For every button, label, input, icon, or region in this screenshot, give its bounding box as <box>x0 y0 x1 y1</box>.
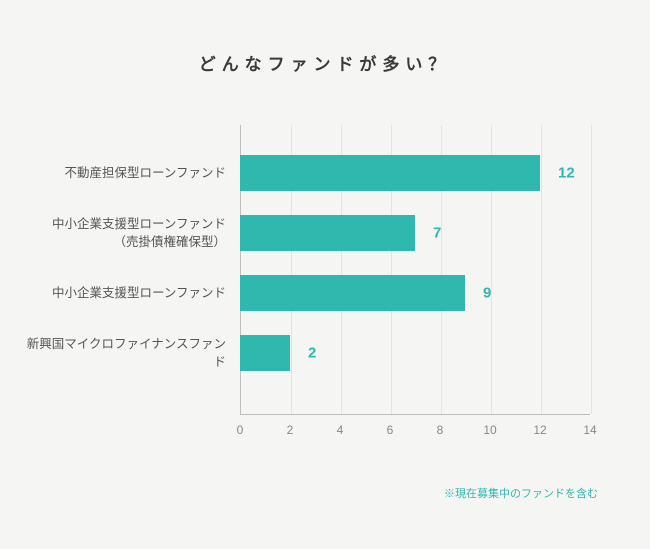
x-axis-label: 4 <box>337 423 344 437</box>
x-axis-label: 12 <box>533 423 546 437</box>
chart-row: 不動産担保型ローンファンド12 <box>60 155 600 191</box>
category-label: 中小企業支援型ローンファンド（売掛債権確保型） <box>26 215 226 251</box>
category-label: 新興国マイクロファイナンスファンド <box>26 335 226 371</box>
x-axis-label: 6 <box>387 423 394 437</box>
chart-row: 中小企業支援型ローンファンド9 <box>60 275 600 311</box>
bar-value: 7 <box>433 225 441 242</box>
chart-area: 不動産担保型ローンファンド12 中小企業支援型ローンファンド（売掛債権確保型）7 中… <box>60 125 600 455</box>
bar <box>240 275 465 311</box>
bar <box>240 215 415 251</box>
bar-value: 12 <box>558 165 575 182</box>
x-axis-label: 2 <box>287 423 294 437</box>
x-axis-label: 0 <box>237 423 244 437</box>
chart-row: 新興国マイクロファイナンスファンド2 <box>60 335 600 371</box>
bar <box>240 155 540 191</box>
x-axis-label: 14 <box>583 423 596 437</box>
x-axis-label: 8 <box>437 423 444 437</box>
chart-row: 中小企業支援型ローンファンド（売掛債権確保型）7 <box>60 215 600 251</box>
bar-value: 9 <box>483 285 491 302</box>
chart-title: どんなファンドが多い？ <box>0 0 650 75</box>
bar <box>240 335 290 371</box>
category-label: 中小企業支援型ローンファンド <box>26 284 226 302</box>
x-axis-label: 10 <box>483 423 496 437</box>
bar-value: 2 <box>308 345 316 362</box>
footnote: ※現在募集中のファンドを含む <box>444 485 598 501</box>
category-label: 不動産担保型ローンファンド <box>26 164 226 182</box>
